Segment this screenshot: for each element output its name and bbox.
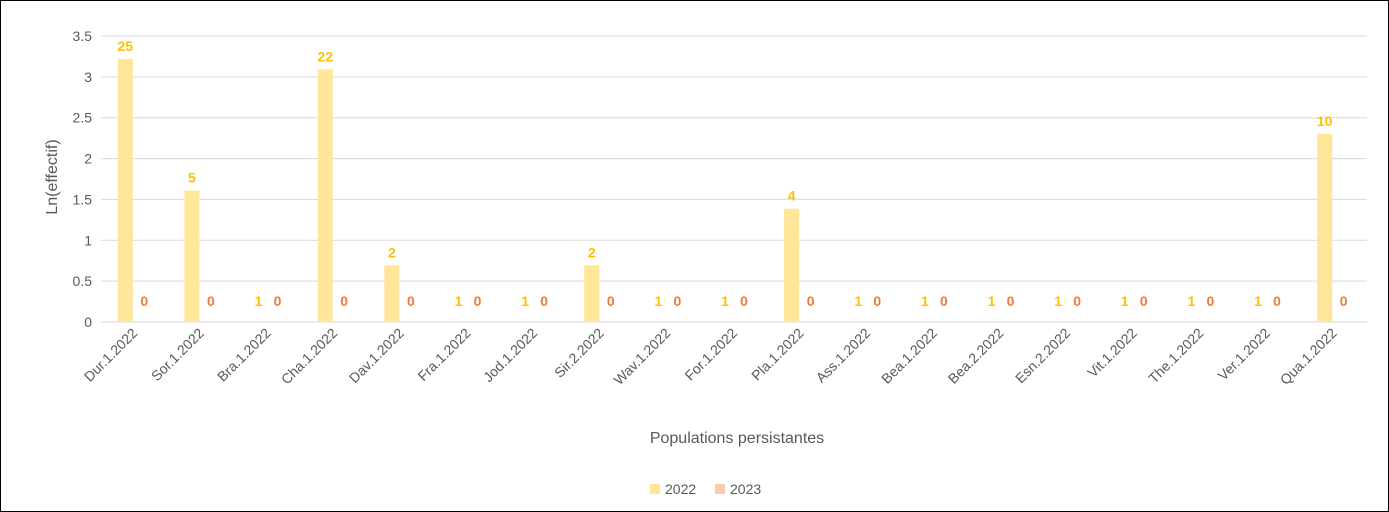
data-label: 0 (807, 293, 815, 309)
y-tick-label: 3.5 (73, 28, 93, 44)
data-label: 0 (340, 293, 348, 309)
y-tick-label: 0 (84, 314, 92, 330)
bar-2022-Qua.1.2022 (1317, 133, 1333, 322)
data-label: 1 (921, 293, 929, 309)
x-tick-label: Ver.1.2022 (1215, 325, 1274, 384)
y-tick-labels: 0 0.5 1 1.5 2 2.5 3 3.5 (73, 28, 93, 330)
legend-swatch-2022 (650, 484, 660, 494)
bar-2022-Pla.1.2022 (784, 208, 800, 322)
data-label: 0 (274, 293, 282, 309)
data-label: 1 (255, 293, 263, 309)
x-tick-label: Fra.1.2022 (414, 325, 473, 384)
bar-2022-Sor.1.2022 (184, 190, 200, 322)
data-label: 4 (788, 188, 796, 204)
data-label: 1 (521, 293, 529, 309)
x-tick-label: Esn.2.2022 (1012, 325, 1074, 387)
y-tick-label: 1.5 (73, 191, 93, 207)
y-tick-label: 2 (84, 151, 92, 167)
data-label: 1 (988, 293, 996, 309)
data-label: 0 (1007, 293, 1015, 309)
data-label: 0 (1340, 293, 1348, 309)
x-tick-label: Dav.1.2022 (346, 325, 407, 386)
x-tick-labels: Dur.1.2022 Sor.1.2022 Bra.1.2022 Cha.1.2022… (81, 325, 1340, 388)
data-label: 0 (407, 293, 415, 309)
data-label: 1 (1121, 293, 1129, 309)
legend-label-2023: 2023 (730, 481, 761, 497)
data-label: 22 (317, 48, 333, 64)
data-label: 1 (721, 293, 729, 309)
data-label: 0 (1073, 293, 1081, 309)
y-tick-label: 0.5 (73, 273, 93, 289)
data-label: 1 (654, 293, 662, 309)
y-tick-label: 3 (84, 69, 92, 85)
data-label: 0 (873, 293, 881, 309)
x-tick-label: Sir.2.2022 (551, 325, 607, 381)
x-tick-label: The.1.2022 (1145, 325, 1207, 387)
data-label: 0 (673, 293, 681, 309)
data-label: 25 (118, 38, 134, 54)
y-axis-title: Ln(effectif) (44, 139, 61, 214)
data-label: 1 (854, 293, 862, 309)
data-label: 2 (588, 244, 596, 260)
data-label: 0 (1140, 293, 1148, 309)
data-label: 2 (388, 244, 396, 260)
x-tick-label: For.1.2022 (681, 325, 740, 384)
x-tick-label: Bea.2.2022 (945, 325, 1007, 387)
x-tick-label: Cha.1.2022 (278, 325, 341, 388)
bars (117, 58, 1333, 322)
data-label: 0 (140, 293, 148, 309)
x-tick-label: Bra.1.2022 (214, 325, 274, 385)
x-tick-label: Wav.1.2022 (610, 325, 673, 388)
x-tick-label: Jod.1.2022 (480, 325, 540, 385)
x-axis-title: Populations persistantes (650, 430, 824, 447)
x-tick-label: Qua.1.2022 (1277, 325, 1340, 388)
legend-label-2022: 2022 (665, 481, 696, 497)
data-label: 0 (607, 293, 615, 309)
data-label: 0 (940, 293, 948, 309)
bar-2022-Sir.2.2022 (584, 265, 600, 322)
data-label: 1 (1254, 293, 1262, 309)
data-label: 0 (540, 293, 548, 309)
data-label: 0 (1207, 293, 1215, 309)
y-tick-label: 2.5 (73, 110, 93, 126)
x-tick-label: Ass.1.2022 (813, 325, 874, 386)
data-label: 0 (740, 293, 748, 309)
bar-2022-Dur.1.2022 (117, 58, 133, 322)
bar-2022-Dav.1.2022 (384, 265, 400, 322)
data-label: 0 (474, 293, 482, 309)
data-label: 5 (188, 170, 196, 186)
data-label: 0 (1273, 293, 1281, 309)
gridlines (101, 35, 1367, 323)
data-label: 1 (1188, 293, 1196, 309)
x-tick-label: Vit.1.2022 (1084, 325, 1140, 381)
data-label: 0 (207, 293, 215, 309)
x-tick-label: Bea.1.2022 (878, 325, 940, 387)
y-tick-label: 1 (84, 232, 92, 248)
x-tick-label: Sor.1.2022 (148, 325, 207, 384)
data-label: 1 (455, 293, 463, 309)
data-label: 1 (1054, 293, 1062, 309)
x-tick-label: Dur.1.2022 (81, 325, 141, 385)
legend-swatch-2023 (715, 484, 725, 494)
legend: 2022 2023 (650, 481, 761, 497)
bar-2022-Cha.1.2022 (317, 69, 333, 322)
x-tick-label: Pla.1.2022 (748, 325, 807, 384)
data-label: 10 (1317, 113, 1333, 129)
